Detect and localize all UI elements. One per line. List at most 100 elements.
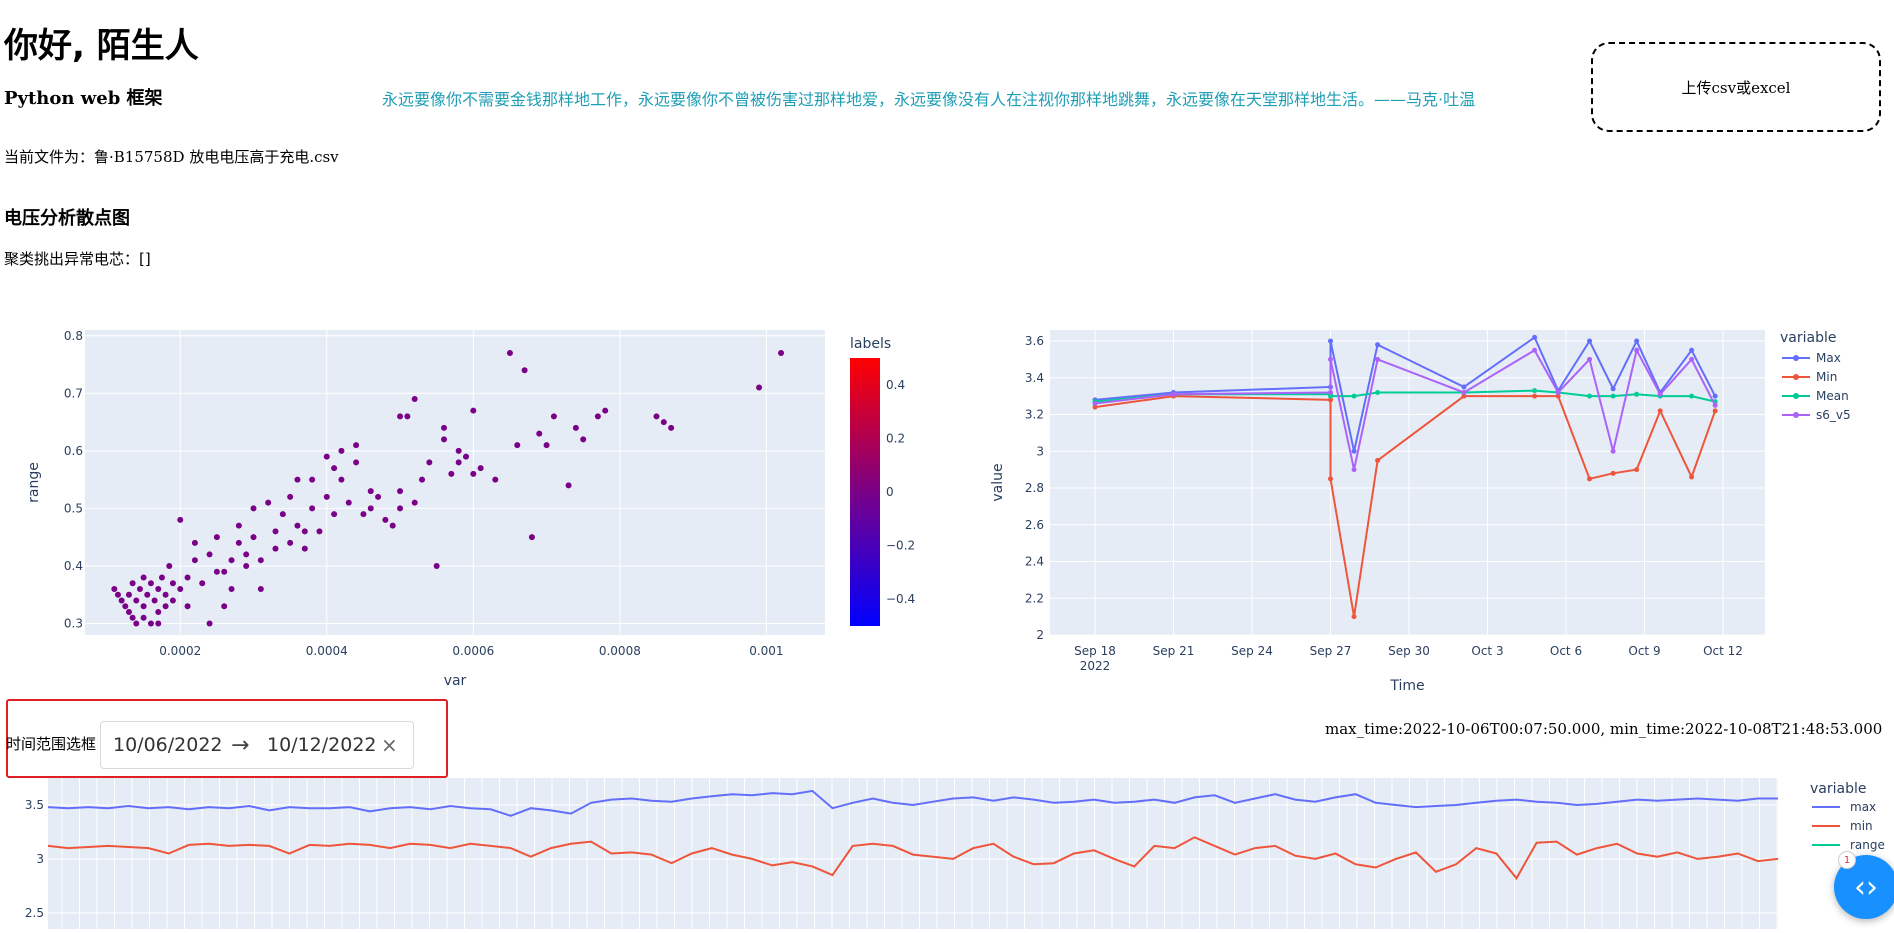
upload-label: 上传csv或excel [1681, 78, 1791, 97]
series-marker [1610, 448, 1616, 454]
scatter-point [125, 608, 132, 615]
x-tick-label: 2022 [1080, 659, 1111, 673]
start-date-input[interactable]: 10/06/2022 [113, 734, 223, 756]
scatter-point [572, 424, 579, 431]
x-tick-label: Sep 18 [1074, 644, 1116, 658]
series-marker [1351, 614, 1357, 620]
scatter-point [309, 476, 316, 483]
upload-dropzone[interactable]: 上传csv或excel [1591, 42, 1881, 132]
series-marker [1634, 467, 1640, 473]
scatter-point [166, 562, 173, 569]
y-axis-title: range [26, 462, 42, 503]
code-icon: ‹› [1854, 869, 1878, 905]
scatter-point [213, 568, 220, 575]
series-marker [1351, 448, 1357, 454]
scatter-point [389, 522, 396, 529]
cluster-value: [] [139, 250, 151, 268]
series-marker [1328, 476, 1333, 482]
scatter-point [353, 459, 360, 466]
current-file-name: 鲁·B15758D 放电电压高于充电.csv [94, 148, 339, 166]
legend-label: range [1850, 838, 1885, 852]
x-tick-label: 0.0008 [599, 644, 641, 658]
scatter-point [653, 413, 660, 420]
scatter-point [133, 597, 140, 604]
scatter-point [316, 528, 323, 535]
series-marker [1587, 476, 1593, 482]
end-date-input[interactable]: 10/12/2022 [267, 734, 377, 756]
scatter-point [144, 591, 151, 598]
series-marker [1689, 474, 1695, 480]
scatter-point [122, 603, 129, 610]
scatter-point [169, 580, 176, 587]
scatter-point [250, 534, 257, 541]
plot-area [1050, 330, 1765, 635]
scatter-point [287, 493, 294, 500]
series-marker [1351, 393, 1357, 399]
series-line-min [47, 836, 1779, 881]
series-marker [1657, 391, 1663, 397]
series-marker [1712, 402, 1718, 408]
scatter-point [235, 522, 242, 529]
quote-text: 永远要像你不需要金钱那样地工作，永远要像你不曾被伤害过那样地爱，永远要像没有人在… [382, 90, 1476, 109]
cluster-result: 聚类挑出异常电芯：[] [4, 248, 151, 269]
x-axis-title: Time [1389, 678, 1424, 694]
scatter-point [221, 603, 228, 610]
scatter-point [580, 436, 587, 443]
series-marker [1171, 391, 1176, 397]
series-marker [1532, 347, 1538, 353]
date-range-picker[interactable]: 10/06/2022 → 10/12/2022 × [100, 721, 414, 769]
series-marker [1555, 389, 1561, 395]
range-line-chart[interactable]: 2.5 3 3.5 variable max min range [0, 776, 1894, 929]
clear-icon[interactable]: × [381, 733, 398, 757]
legend-title: variable [1810, 781, 1866, 797]
y-tick-label: 2 [1036, 628, 1044, 642]
scatter-point [462, 453, 469, 460]
scatter-point [184, 603, 191, 610]
series-marker [1092, 400, 1098, 406]
scatter-point [140, 574, 147, 581]
scatter-point [301, 528, 308, 535]
scatter-point [492, 476, 499, 483]
range-line-chart-svg: 2.5 3 3.5 variable max min range [25, 778, 1885, 929]
scatter-point [265, 499, 272, 506]
voltage-line-chart[interactable]: Sep 18 2022 Sep 21 Sep 24 Sep 27 Sep 30 Oct 3 O… [980, 320, 1894, 700]
series-marker [1712, 393, 1718, 399]
scatter-point [411, 396, 418, 403]
scatter-point [199, 580, 206, 587]
colorbar-title: labels [850, 336, 891, 352]
legend-title: variable [1780, 330, 1836, 346]
series-marker [1634, 391, 1640, 397]
range-selector-label: 时间范围选框 [6, 735, 97, 753]
scatter-point [528, 534, 535, 541]
scatter-point [594, 413, 601, 420]
scatter-point [243, 551, 250, 558]
x-tick-label: 0.0006 [452, 644, 494, 658]
x-axis-title: var [444, 673, 467, 689]
scatter-point [129, 580, 136, 587]
scatter-point [536, 430, 543, 437]
scatter-point [448, 470, 455, 477]
max-min-time-text: max_time:2022-10-06T00:07:50.000, min_ti… [1325, 720, 1883, 738]
scatter-chart[interactable]: 0.0002 0.0004 0.0006 0.0008 0.001 0.3 0.4 0.5 0.… [0, 320, 950, 690]
current-file-label: 当前文件为： [4, 148, 95, 166]
y-tick-label: 3 [36, 852, 44, 866]
legend-label: Max [1816, 351, 1841, 365]
code-toggle-button[interactable]: ‹› [1834, 855, 1894, 919]
scatter-point [331, 511, 338, 518]
series-marker [1689, 393, 1695, 399]
arrow-right-icon: → [231, 732, 250, 758]
scatter-point [301, 545, 308, 552]
legend-label: max [1850, 800, 1876, 814]
scatter-point [419, 476, 426, 483]
series-marker [1610, 393, 1616, 399]
y-tick-label: 2.4 [1025, 555, 1044, 569]
y-axis-title: value [990, 463, 1006, 501]
x-tick-label: Oct 6 [1550, 644, 1582, 658]
scatter-point [155, 608, 162, 615]
legend-label: min [1850, 819, 1873, 833]
colorbar-tick-label: −0.4 [886, 592, 915, 606]
scatter-point [404, 413, 411, 420]
scatter-point [272, 528, 279, 535]
scatter-point [294, 476, 301, 483]
scatter-point [367, 488, 374, 495]
